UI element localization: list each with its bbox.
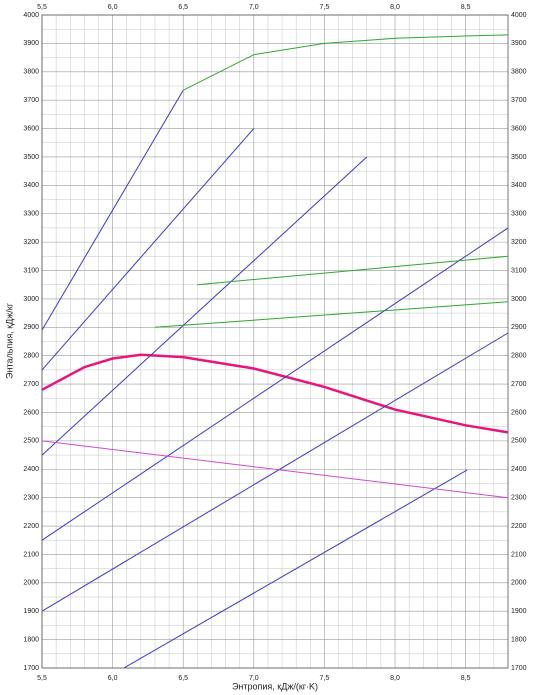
y-tick-label-right: 2600 — [511, 409, 527, 416]
y-tick-label: 1800 — [23, 636, 39, 643]
y-tick-label: 1900 — [23, 608, 39, 615]
y-tick-label-right: 1900 — [511, 608, 527, 615]
x-tick-label: 7,0 — [249, 675, 259, 682]
y-tick-label-right: 2300 — [511, 494, 527, 501]
y-tick-label-right: 1700 — [511, 665, 527, 672]
y-tick-label-right: 2900 — [511, 324, 527, 331]
y-tick-label: 2000 — [23, 580, 39, 587]
y-tick-label-right: 2200 — [511, 523, 527, 530]
y-tick-label-right: 2700 — [511, 381, 527, 388]
x-tick-label-top: 7,0 — [249, 4, 259, 11]
y-tick-label: 2900 — [23, 324, 39, 331]
process-line — [123, 469, 468, 669]
y-tick-label: 3400 — [23, 182, 39, 189]
x-tick-label-top: 8,0 — [390, 4, 400, 11]
y-tick-label-right: 3400 — [511, 182, 527, 189]
y-tick-label: 3200 — [23, 239, 39, 246]
y-tick-label: 2800 — [23, 353, 39, 360]
plot-frame — [41, 14, 509, 669]
y-tick-label-right: 3200 — [511, 239, 527, 246]
y-tick-label-right: 3600 — [511, 125, 527, 132]
x-tick-label-top: 6,5 — [178, 4, 188, 11]
x-tick-label: 6,0 — [108, 675, 118, 682]
y-tick-label-right: 3300 — [511, 211, 527, 218]
x-tick-label-top: 5,5 — [37, 4, 47, 11]
y-tick-label-right: 3700 — [511, 97, 527, 104]
y-axis-title: Энтальпия, кДж/кг — [4, 302, 14, 379]
process-line — [41, 128, 255, 371]
process-line — [41, 89, 184, 331]
y-tick-label: 3300 — [23, 211, 39, 218]
x-tick-label-top: 7,5 — [320, 4, 330, 11]
y-tick-label: 3500 — [23, 154, 39, 161]
y-tick-label: 2400 — [23, 466, 39, 473]
process-line — [41, 440, 509, 499]
process-line — [41, 156, 368, 456]
y-tick-label: 2700 — [23, 381, 39, 388]
y-tick-label: 2600 — [23, 409, 39, 416]
process-line — [197, 255, 509, 286]
y-tick-label: 3700 — [23, 97, 39, 104]
process-line — [41, 332, 509, 612]
y-tick-label: 3900 — [23, 40, 39, 47]
y-tick-label-right: 3500 — [511, 154, 527, 161]
saturation-curve — [41, 353, 509, 434]
y-tick-label: 2200 — [23, 523, 39, 530]
y-tick-label-right: 1800 — [511, 636, 527, 643]
process-line — [182, 34, 509, 91]
y-tick-label-right: 3000 — [511, 296, 527, 303]
y-tick-label: 3100 — [23, 267, 39, 274]
y-tick-label: 3800 — [23, 69, 39, 76]
y-tick-label-right: 3800 — [511, 69, 527, 76]
y-tick-label: 3000 — [23, 296, 39, 303]
y-tick-label: 3600 — [23, 125, 39, 132]
y-tick-label: 2500 — [23, 438, 39, 445]
y-tick-label-right: 3900 — [511, 40, 527, 47]
x-tick-label-top: 6,0 — [108, 4, 118, 11]
y-tick-label-right: 2100 — [511, 551, 527, 558]
y-tick-label: 2300 — [23, 494, 39, 501]
x-tick-label: 8,0 — [390, 675, 400, 682]
x-tick-label: 7,5 — [320, 675, 330, 682]
x-tick-label: 8,5 — [461, 675, 471, 682]
y-tick-label-right: 3100 — [511, 267, 527, 274]
y-tick-label: 2100 — [23, 551, 39, 558]
y-tick-label-right: 4000 — [511, 12, 527, 19]
x-axis-title: Энтропия, кДж/(кг·K) — [232, 681, 318, 691]
process-line — [154, 301, 509, 328]
x-tick-label: 6,5 — [178, 675, 188, 682]
y-tick-label-right: 2400 — [511, 466, 527, 473]
x-tick-label-top: 8,5 — [461, 4, 471, 11]
x-tick-label: 5,5 — [37, 675, 47, 682]
y-tick-label-right: 2500 — [511, 438, 527, 445]
y-tick-label: 1700 — [23, 665, 39, 672]
process-line — [41, 227, 509, 541]
y-tick-label-right: 2000 — [511, 580, 527, 587]
y-tick-label-right: 2800 — [511, 353, 527, 360]
y-tick-label: 4000 — [23, 12, 39, 19]
